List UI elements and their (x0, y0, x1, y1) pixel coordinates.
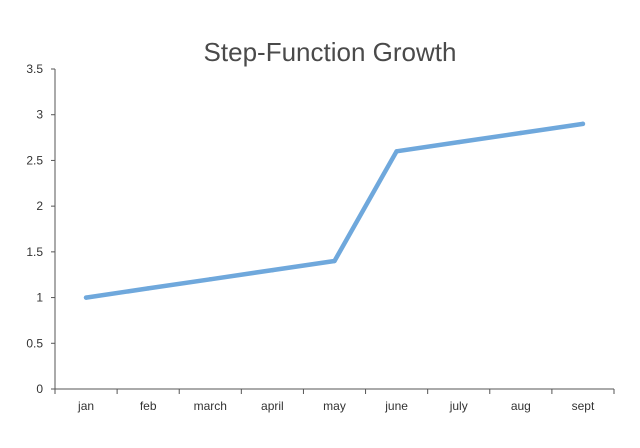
data-point (270, 267, 275, 273)
y-tick-label: 3.5 (26, 62, 43, 76)
y-tick-label: 1.5 (26, 245, 43, 259)
data-point (332, 258, 337, 264)
y-tick-label: 1 (36, 291, 43, 305)
x-tick-label: may (323, 399, 346, 413)
y-tick-label: 2.5 (26, 153, 43, 167)
data-point (394, 149, 399, 154)
y-tick-label: 3 (36, 108, 43, 122)
x-tick-label: july (449, 399, 468, 413)
data-point (580, 121, 586, 127)
data-point (83, 295, 89, 300)
series-line (83, 121, 586, 300)
y-tick-label: 2 (36, 199, 43, 213)
axes: 0 0.5 1 1.5 2 2.5 3 3.5 jan feb march april may june j… (26, 62, 615, 413)
x-tick-label: aug (511, 399, 531, 413)
series-layer (83, 121, 586, 300)
x-tick-label: feb (140, 399, 157, 413)
x-tick-label: jan (77, 399, 94, 413)
x-tick-label: april (261, 399, 284, 413)
y-tick-label: 0 (36, 382, 43, 396)
data-point (456, 139, 461, 145)
chart-title: Step-Function Growth (204, 37, 457, 67)
data-point (145, 286, 151, 291)
x-tick-label: sept (572, 399, 595, 413)
x-tick-label: june (384, 399, 408, 413)
x-tick-label: march (194, 399, 227, 413)
data-point (518, 130, 524, 136)
data-point (208, 277, 213, 282)
y-tick-label: 0.5 (26, 336, 43, 350)
